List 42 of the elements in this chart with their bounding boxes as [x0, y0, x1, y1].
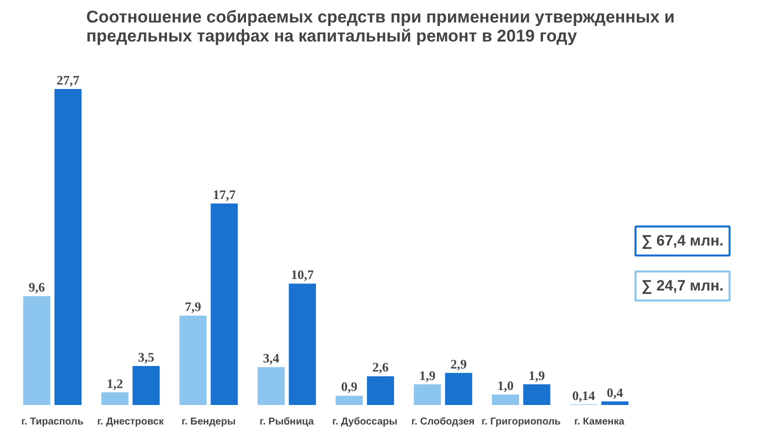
bar: [444, 372, 474, 406]
bar: [210, 202, 239, 406]
bar: [178, 314, 208, 406]
data-label: 1,2: [106, 376, 123, 391]
bar: [334, 394, 364, 406]
data-label: 9,6: [28, 280, 46, 295]
data-label: 17,7: [212, 186, 236, 202]
chart-title: Соотношение собираемых средств при применении утвержденных и предельных тарифах на капитальный ремонт в 2019 году: [86, 8, 675, 46]
x-tick-label: г. Каменка: [574, 416, 625, 428]
bar: [522, 383, 552, 406]
bar: [490, 394, 520, 406]
data-label: 1,9: [528, 368, 546, 383]
bar: [288, 282, 317, 406]
data-label: 0,14: [572, 388, 596, 403]
data-label: 1,9: [419, 368, 436, 383]
bar: [100, 391, 130, 406]
x-tick-label: г. Днестровск: [97, 416, 165, 428]
bar: [132, 364, 161, 406]
data-label: 7,9: [184, 299, 202, 314]
x-tick-label: г. Бендеры: [182, 416, 236, 428]
bar: [366, 375, 396, 406]
text: ∑ 67,4 млн.: [642, 232, 724, 250]
bar: [600, 400, 630, 406]
x-tick-label: г. Григориополь: [482, 416, 561, 428]
text: ∑ 24,7 млн.: [642, 278, 724, 294]
data-label: 10,7: [291, 267, 314, 282]
bar: [53, 88, 83, 406]
data-label: 1,0: [497, 378, 514, 394]
data-label: 2,6: [372, 360, 390, 375]
data-label: 2,9: [450, 356, 468, 372]
x-tick-label: г. Слободзея: [411, 416, 475, 428]
data-label: 3,4: [263, 350, 280, 366]
bar: [412, 383, 442, 406]
bar: [256, 366, 286, 406]
bar: [22, 295, 52, 406]
x-tick-label: г. Тирасполь: [21, 416, 84, 428]
data-label: 0,4: [606, 384, 624, 400]
data-label: 27,7: [56, 72, 80, 88]
data-label: 0,9: [341, 379, 358, 394]
data-label: 3,5: [138, 349, 155, 364]
x-tick-label: г. Дубоссары: [332, 416, 398, 428]
x-tick-label: г. Рыбница: [260, 416, 314, 428]
